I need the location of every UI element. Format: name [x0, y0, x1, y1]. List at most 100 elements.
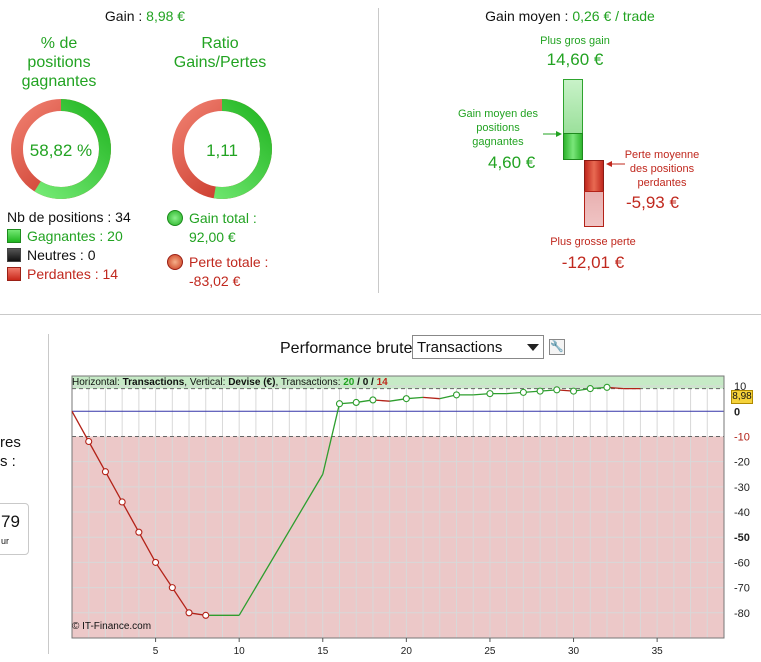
data-point: [369, 396, 377, 404]
data-point: [402, 395, 410, 403]
losing-count: Perdantes : 14: [27, 265, 119, 282]
ratio-title-line-1: Ratio: [201, 35, 239, 52]
x-tick-label: 5: [153, 646, 159, 657]
plus-gros-gain-label: Plus gros gain: [540, 35, 610, 47]
wrench-icon[interactable]: 🔧: [549, 339, 565, 355]
losing-swatch-icon: [7, 266, 21, 281]
chevron-down-icon: [527, 344, 539, 351]
y-tick-label: -30: [734, 482, 750, 494]
info-horizontal: Transactions: [122, 377, 185, 388]
data-point: [569, 387, 578, 395]
gain-moyen-value: 0,26 € / trade: [572, 8, 655, 24]
data-point: [152, 558, 160, 566]
perte-totale-icon: [167, 253, 183, 270]
gain-total-label: Gain total :: [189, 209, 257, 226]
pct-winning-value: 58,82 %: [29, 141, 93, 160]
nb-positions: Nb de positions : 34: [7, 208, 131, 225]
data-point: [118, 498, 126, 506]
plus-gros-gain-value: 14,60 €: [546, 50, 604, 69]
gain-total-value: 92,00 €: [189, 228, 236, 245]
gain-label: Gain :: [104, 8, 147, 24]
gain-title: Gain : 8,98 €: [0, 8, 290, 24]
info-vertical: Devise (€): [228, 377, 276, 388]
info-neutral-count: 0: [362, 377, 369, 388]
perte-moyenne-line-2: des positions: [629, 163, 695, 175]
section-divider: [0, 314, 761, 315]
perte-totale-value: -83,02 €: [189, 272, 241, 289]
left-panel-line-1: res: [0, 434, 21, 451]
info-win-count: 20: [343, 377, 355, 388]
equity-segment: [171, 587, 190, 614]
y-tick-label: -60: [734, 557, 750, 569]
equity-segment: [121, 501, 140, 533]
info-tx: , Transactions:: [275, 377, 344, 388]
neutral-swatch-icon: [7, 247, 21, 262]
perte-range-bar: [584, 191, 604, 227]
bottom-divider: [48, 334, 49, 654]
arrow-left-icon: [606, 161, 625, 167]
x-tick-label: 10: [234, 646, 246, 657]
perte-moyenne-bar: [584, 160, 604, 192]
totals-legend: Gain total : 92,00 € Perte totale : -83,…: [167, 208, 268, 290]
equity-segment: [138, 531, 157, 563]
data-point: [603, 383, 611, 391]
y-tick-label: 0: [734, 406, 740, 418]
chart-copyright: © IT-Finance.com: [72, 621, 152, 632]
y-tick-label: -80: [734, 608, 750, 620]
performance-title: Performance brute: [280, 340, 413, 357]
data-point: [553, 386, 561, 394]
performance-select[interactable]: Transactions: [412, 335, 544, 359]
gain-total-icon: [167, 209, 183, 226]
pct-winning-donut: [11, 99, 111, 199]
gain-value: 8,98 €: [146, 8, 186, 24]
data-point: [486, 390, 494, 398]
y-tick-label: -40: [734, 507, 750, 519]
perte-moyenne-label: Perte moyenne des positions perdantes: [622, 148, 702, 190]
data-point: [452, 391, 461, 399]
equity-segment: [322, 403, 341, 475]
left-panel-text: res s :: [0, 433, 21, 471]
ratio-donut: [172, 99, 272, 199]
positions-legend: Nb de positions : 34 Gagnantes : 20 Neut…: [7, 207, 131, 283]
gain-range-bar: [563, 79, 583, 134]
perte-moyenne-line-1: Perte moyenne: [624, 149, 700, 161]
gain-moyen-pos-line-2: positions: [476, 122, 520, 134]
data-point: [168, 584, 176, 592]
plus-grosse-perte-value: -12,01 €: [561, 253, 625, 272]
equity-segment: [104, 471, 123, 503]
perte-totale-label: Perte totale :: [189, 253, 269, 270]
left-panel-line-2: s :: [0, 453, 16, 470]
data-point: [185, 609, 193, 617]
data-point: [586, 385, 594, 393]
equity-segment: [71, 410, 90, 442]
info-sep-1: /: [354, 377, 363, 388]
pct-winning-title: % de positions gagnantes: [0, 34, 118, 91]
top-divider: [378, 8, 379, 293]
plus-grosse-perte-label: Plus grosse perte: [550, 236, 636, 248]
green-zone: [72, 376, 724, 389]
data-point: [101, 468, 109, 476]
x-tick-label: 15: [317, 646, 329, 657]
arrow-right-icon: [543, 131, 562, 137]
pct-donut-win-arc: [11, 99, 111, 199]
pct-title-line-2: positions: [27, 54, 91, 71]
gain-moyen-label: Gain moyen :: [485, 8, 573, 24]
left-panel-box: 79 ur: [0, 503, 29, 555]
gain-moyen-pos-value: 4,60 €: [488, 153, 536, 172]
gain-moyen-pos-line-3: gagnantes: [472, 136, 524, 148]
y-tick-label: -50: [734, 532, 750, 544]
x-tick-label: 25: [484, 646, 496, 657]
left-box-value: 79: [1, 512, 20, 531]
equity-segment: [238, 473, 324, 616]
ratio-donut-win-arc: [172, 99, 272, 199]
plot-border: [71, 375, 725, 639]
gain-moyen-pos-label: Gain moyen des positions gagnantes: [455, 107, 541, 149]
pct-title-line-1: % de: [40, 35, 78, 52]
data-point: [202, 611, 210, 619]
winning-count: Gagnantes : 20: [27, 227, 123, 244]
info-loss-count: 14: [376, 377, 388, 388]
gain-moyen-bar: [563, 133, 583, 160]
chart-info-bar: Horizontal: Transactions, Vertical: Devi…: [72, 377, 388, 388]
data-point: [519, 388, 527, 396]
